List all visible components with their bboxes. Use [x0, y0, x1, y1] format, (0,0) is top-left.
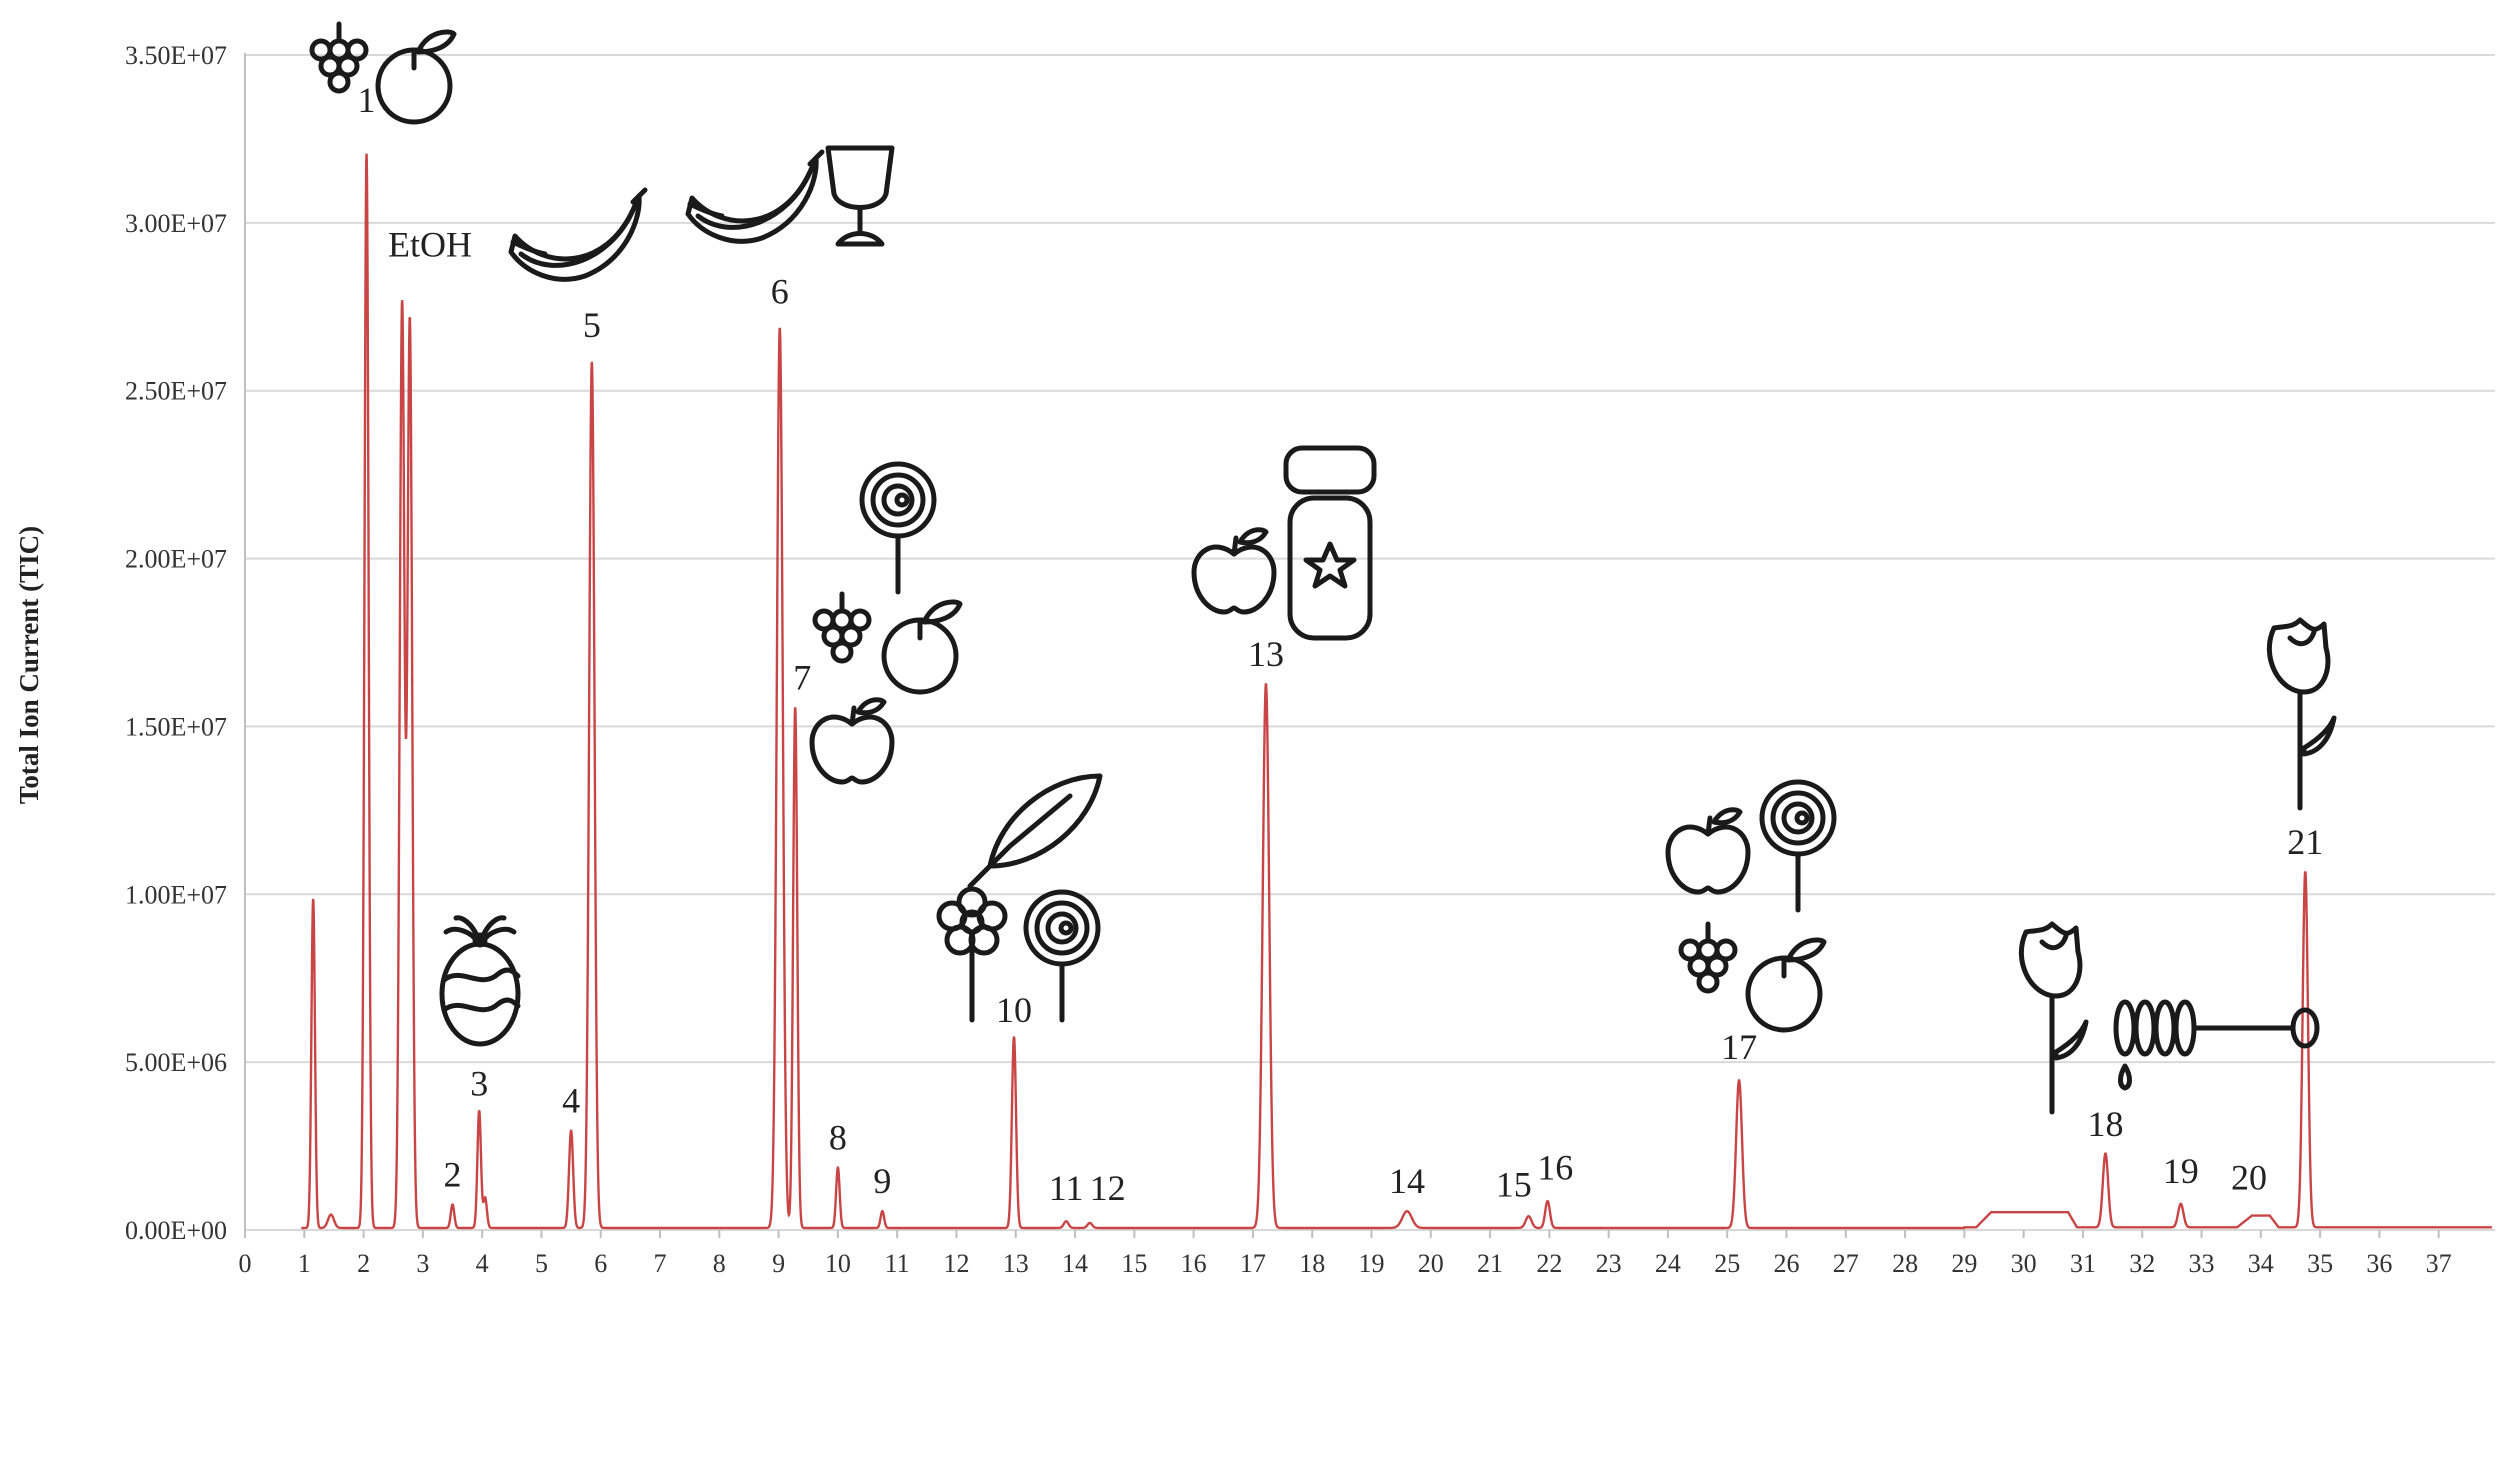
y-tick-label: 1.00E+07 [125, 880, 227, 909]
peak-label: 9 [873, 1161, 891, 1201]
peak-label: 16 [1537, 1148, 1573, 1188]
x-tick-label: 3 [416, 1249, 429, 1278]
grapes-icon [1681, 924, 1735, 991]
y-axis-ticks: 0.00E+00 5.00E+06 1.00E+07 1.50E+07 2.00E+07… [125, 41, 227, 1245]
orange-icon [1748, 940, 1824, 1030]
x-tick-label: 30 [2011, 1249, 2037, 1278]
x-tick-label: 34 [2248, 1249, 2274, 1278]
peak-label: 7 [793, 658, 811, 698]
candy-jar-icon [1286, 448, 1374, 638]
x-tick-label: 22 [1536, 1249, 1562, 1278]
grapes-icon [815, 594, 869, 661]
x-tick-label: 36 [2366, 1249, 2392, 1278]
y-tick-label: 2.00E+07 [125, 545, 227, 574]
peak-label: 3 [470, 1064, 488, 1104]
x-tick-label: 8 [713, 1249, 726, 1278]
x-tick-label: 0 [239, 1249, 252, 1278]
x-tick-label: 7 [654, 1249, 667, 1278]
x-tick-label: 35 [2307, 1249, 2333, 1278]
peak-label: 6 [771, 271, 789, 311]
apple-icon [812, 700, 892, 782]
x-tick-label: 15 [1121, 1249, 1147, 1278]
orange-icon [378, 32, 454, 122]
x-tick-label: 27 [1833, 1249, 1859, 1278]
peak-label: 19 [2163, 1151, 2199, 1191]
x-tick-label: 24 [1655, 1249, 1681, 1278]
y-tick-label: 5.00E+06 [125, 1048, 227, 1077]
x-tick-label: 9 [772, 1249, 785, 1278]
x-axis-ticks: 0 1 2 3 4 5 6 7 8 9 10 11 12 13 14 15 16 17 18 19 20 21 22 23 24… [239, 1230, 2452, 1278]
x-tick-label: 2 [357, 1249, 370, 1278]
x-tick-label: 20 [1418, 1249, 1444, 1278]
orange-icon [884, 602, 960, 692]
x-tick-label: 21 [1477, 1249, 1503, 1278]
x-tick-label: 26 [1774, 1249, 1800, 1278]
peak-label: 2 [444, 1154, 462, 1194]
rose-icon [2269, 620, 2334, 808]
x-tick-label: 4 [476, 1249, 489, 1278]
x-tick-label: 29 [1951, 1249, 1977, 1278]
peak-label: 4 [562, 1081, 580, 1121]
apple-icon [1194, 530, 1274, 612]
x-tick-label: 37 [2426, 1249, 2452, 1278]
y-tick-label: 3.00E+07 [125, 209, 227, 238]
peak-label: 18 [2087, 1104, 2123, 1144]
lollipop-icon [1762, 782, 1834, 910]
x-tick-label: 12 [943, 1249, 969, 1278]
x-tick-label: 13 [1003, 1249, 1029, 1278]
y-axis-title: Total Ion Current (TIC) [14, 526, 44, 804]
banana-icon [688, 152, 822, 241]
tic-trace [301, 153, 2492, 1230]
aroma-icons [312, 24, 2334, 1112]
x-tick-label: 17 [1240, 1249, 1266, 1278]
x-tick-label: 18 [1299, 1249, 1325, 1278]
y-tick-label: 1.50E+07 [125, 712, 227, 741]
y-tick-label: 0.00E+00 [125, 1216, 227, 1245]
peak-label: 14 [1389, 1161, 1425, 1201]
gridlines [244, 53, 2495, 1231]
peak-label: 12 [1090, 1168, 1126, 1208]
x-tick-label: 10 [825, 1249, 851, 1278]
peak-label: 20 [2231, 1158, 2267, 1198]
rose-icon [2021, 924, 2086, 1112]
x-tick-label: 31 [2070, 1249, 2096, 1278]
x-tick-label: 5 [535, 1249, 548, 1278]
x-tick-label: 1 [298, 1249, 311, 1278]
peak-label: 10 [996, 990, 1032, 1030]
x-tick-label: 11 [885, 1249, 910, 1278]
x-tick-label: 14 [1062, 1249, 1088, 1278]
x-tick-label: 19 [1358, 1249, 1384, 1278]
lollipop-icon [1026, 892, 1098, 1020]
lollipop-icon [862, 464, 934, 592]
peak-label: 5 [583, 305, 601, 345]
pineapple-icon [442, 918, 518, 1044]
peak-label: 13 [1248, 634, 1284, 674]
honey-dipper-icon [2116, 1002, 2317, 1088]
x-tick-label: 6 [594, 1249, 607, 1278]
peak-label: 17 [1721, 1027, 1757, 1067]
peak-label: 15 [1496, 1164, 1532, 1204]
x-tick-label: 28 [1892, 1249, 1918, 1278]
peak-label: 11 [1049, 1168, 1084, 1208]
peak-label: 21 [2287, 822, 2323, 862]
peak-label: EtOH [388, 224, 472, 264]
leaf-icon [970, 776, 1100, 886]
x-tick-label: 32 [2129, 1249, 2155, 1278]
x-tick-label: 33 [2189, 1249, 2215, 1278]
apple-icon [1668, 810, 1748, 892]
x-tick-label: 16 [1181, 1249, 1207, 1278]
wine-glass-icon [828, 148, 892, 244]
y-tick-label: 2.50E+07 [125, 377, 227, 406]
y-tick-label: 3.50E+07 [125, 41, 227, 70]
banana-icon [511, 190, 645, 279]
peak-label: 8 [829, 1117, 847, 1157]
x-tick-label: 23 [1596, 1249, 1622, 1278]
peak-label: 1 [358, 80, 376, 120]
x-tick-label: 25 [1714, 1249, 1740, 1278]
